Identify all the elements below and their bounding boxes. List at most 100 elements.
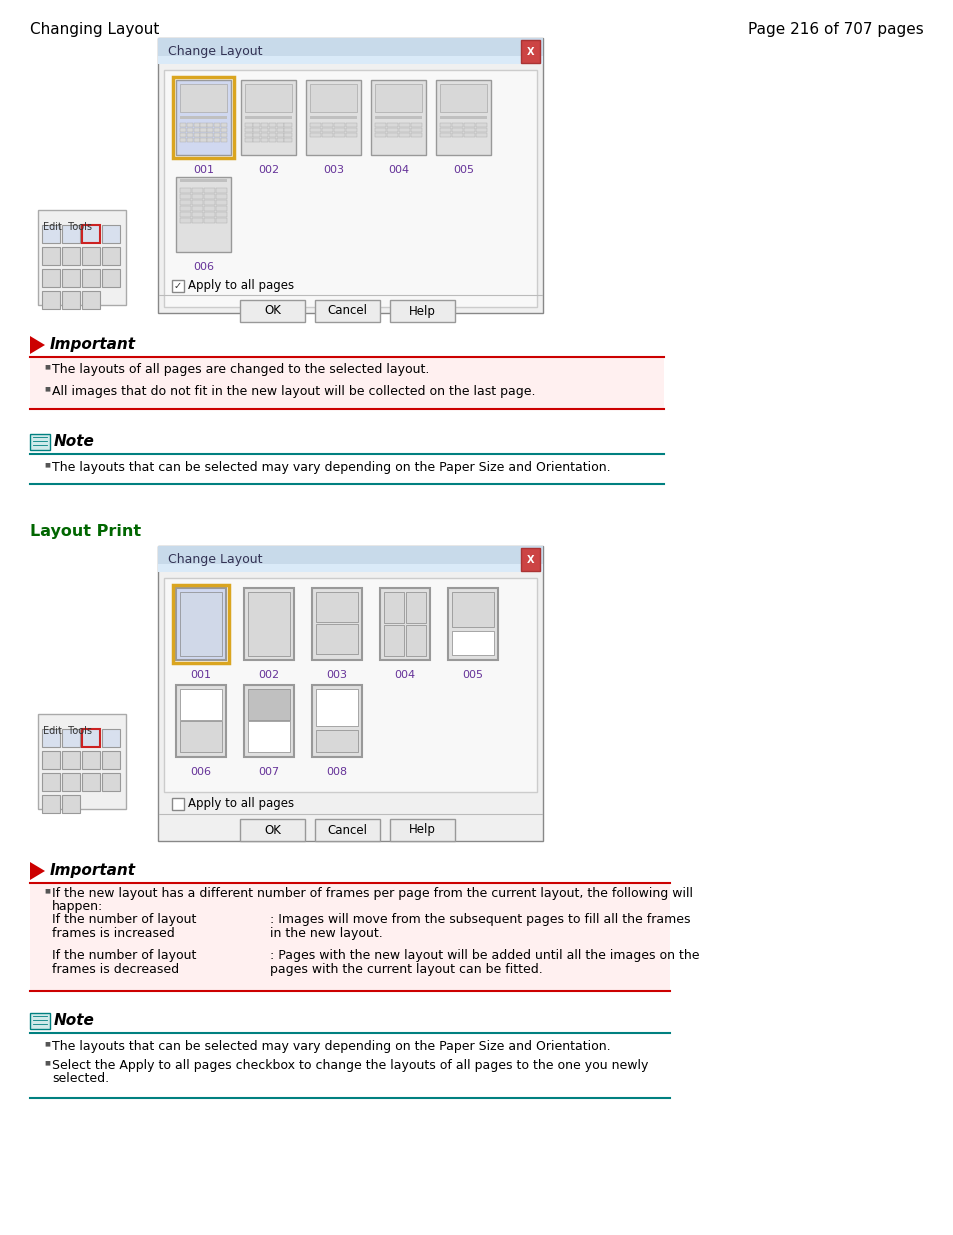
Bar	[175, 80, 231, 156]
Text: 006: 006	[191, 767, 212, 777]
Bar	[172, 280, 184, 291]
Bar	[180, 212, 192, 217]
Bar	[220, 122, 227, 127]
Text: Apply to all pages: Apply to all pages	[188, 798, 294, 810]
Bar	[315, 592, 357, 622]
Bar	[30, 1013, 50, 1029]
Bar	[180, 194, 192, 199]
Bar	[192, 194, 203, 199]
Bar	[164, 70, 537, 308]
Bar	[180, 721, 222, 752]
Bar	[315, 689, 357, 726]
Bar	[452, 631, 494, 655]
Bar	[310, 127, 321, 132]
Bar	[475, 132, 486, 137]
Bar	[310, 122, 321, 127]
Text: ■: ■	[44, 888, 50, 893]
Bar	[180, 179, 227, 182]
Text: Select the Apply to all pages checkbox to change the layouts of all pages to the: Select the Apply to all pages checkbox t…	[52, 1058, 648, 1072]
Bar	[180, 188, 192, 193]
Bar	[520, 548, 539, 571]
Bar	[463, 132, 475, 137]
Bar	[463, 127, 475, 132]
Bar	[102, 225, 120, 243]
Bar	[187, 122, 193, 127]
Bar	[345, 132, 356, 137]
Bar	[158, 546, 542, 572]
Bar	[207, 132, 213, 137]
Bar	[42, 225, 60, 243]
Bar	[193, 132, 199, 137]
Bar	[375, 84, 421, 112]
Bar	[180, 116, 227, 119]
Bar	[387, 127, 397, 132]
Bar	[440, 127, 451, 132]
Bar	[207, 122, 213, 127]
Bar	[200, 122, 207, 127]
Bar	[192, 188, 203, 193]
Bar	[204, 188, 214, 193]
Text: If the number of layout: If the number of layout	[52, 948, 196, 962]
Bar	[175, 588, 226, 659]
Bar	[42, 729, 60, 747]
Bar	[187, 137, 193, 142]
Text: X: X	[527, 555, 535, 564]
Bar	[215, 188, 227, 193]
Bar	[180, 127, 186, 132]
Bar	[375, 127, 386, 132]
Bar	[213, 132, 220, 137]
Bar	[180, 206, 192, 211]
Bar	[30, 433, 50, 450]
Bar	[158, 38, 542, 312]
Bar	[345, 127, 356, 132]
Bar	[172, 798, 184, 810]
Bar	[62, 269, 80, 287]
Bar	[375, 122, 386, 127]
Bar	[436, 80, 491, 156]
Bar	[213, 127, 220, 132]
Text: Apply to all pages: Apply to all pages	[188, 279, 294, 293]
Text: Edit  Tools: Edit Tools	[43, 726, 91, 736]
Bar	[62, 291, 80, 309]
Bar	[220, 137, 227, 142]
Bar	[334, 132, 345, 137]
Bar	[310, 132, 321, 137]
Text: The layouts that can be selected may vary depending on the Paper Size and Orient: The layouts that can be selected may var…	[52, 461, 610, 474]
Text: 007: 007	[258, 767, 279, 777]
Bar	[440, 132, 451, 137]
Text: Note: Note	[54, 1013, 94, 1028]
Text: pages with the current layout can be fitted.: pages with the current layout can be fit…	[270, 963, 542, 976]
Bar	[192, 200, 203, 205]
Text: Cancel: Cancel	[327, 824, 367, 836]
Bar	[248, 689, 290, 720]
Polygon shape	[30, 862, 45, 881]
Bar	[315, 730, 357, 752]
Bar	[164, 578, 537, 792]
Text: 008: 008	[326, 767, 347, 777]
Bar	[200, 127, 207, 132]
Bar	[180, 132, 186, 137]
Bar	[452, 122, 463, 127]
Bar	[245, 132, 253, 137]
Text: 004: 004	[388, 165, 409, 175]
Bar	[269, 132, 275, 137]
Text: All images that do not fit in the new layout will be collected on the last page.: All images that do not fit in the new la…	[52, 385, 535, 398]
Bar	[475, 127, 486, 132]
Bar	[200, 137, 207, 142]
Text: ■: ■	[44, 1041, 50, 1046]
Bar	[102, 729, 120, 747]
Text: ■: ■	[44, 387, 50, 391]
Text: 004: 004	[394, 671, 416, 680]
Bar	[82, 729, 100, 747]
Bar	[175, 685, 226, 757]
Text: 001: 001	[191, 671, 212, 680]
Bar	[398, 127, 410, 132]
Text: Important: Important	[50, 337, 136, 352]
Bar	[82, 773, 100, 790]
Bar	[213, 137, 220, 142]
Text: If the new layout has a different number of frames per page from the current lay: If the new layout has a different number…	[52, 887, 692, 900]
Bar	[276, 137, 284, 142]
Bar	[180, 122, 186, 127]
Bar	[82, 751, 100, 769]
Bar	[244, 588, 294, 659]
